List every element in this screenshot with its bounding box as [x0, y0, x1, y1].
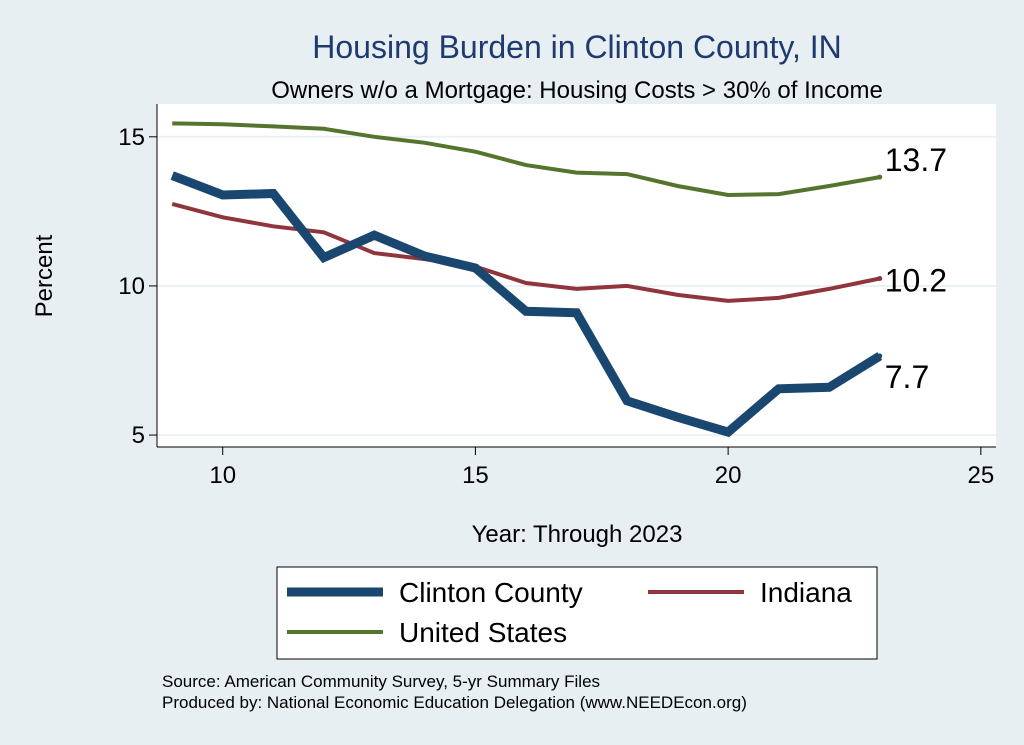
gridlines [157, 135, 996, 437]
legend: Clinton County Indiana United States [287, 577, 852, 648]
x-tick-label: 15 [462, 462, 489, 489]
end-label-clinton-county: 7.7 [885, 359, 929, 395]
chart-subtitle: Owners w/o a Mortgage: Housing Costs > 3… [271, 77, 883, 104]
plot-area [157, 104, 996, 447]
y-ticks: 5 10 15 [118, 124, 157, 449]
series-line-united-states [172, 121, 881, 198]
end-labels: 7.7 10.2 13.7 [877, 142, 947, 395]
x-tick-label: 20 [715, 462, 742, 489]
end-label-indiana: 10.2 [885, 262, 947, 298]
x-axis-label: Year: Through 2023 [472, 521, 683, 548]
end-point-clinton-county [877, 353, 883, 359]
y-tick-label: 15 [118, 124, 145, 151]
source-note: Source: American Community Survey, 5-yr … [162, 672, 600, 691]
x-tick-label: 10 [209, 462, 236, 489]
end-label-united-states: 13.7 [885, 142, 947, 178]
series-line-clinton-county [170, 171, 883, 438]
series-group [170, 121, 883, 438]
end-point-indiana [877, 275, 883, 281]
legend-label-indiana: Indiana [760, 577, 852, 608]
y-axis-label: Percent [31, 234, 58, 317]
y-tick-label: 5 [132, 422, 145, 449]
x-tick-label: 25 [967, 462, 994, 489]
legend-box [276, 566, 878, 660]
series-line-indiana [171, 201, 881, 303]
y-tick-label: 10 [118, 273, 145, 300]
end-point-united-states [877, 174, 883, 180]
legend-label-clinton-county: Clinton County [399, 577, 583, 608]
legend-label-united-states: United States [399, 617, 567, 648]
chart-title: Housing Burden in Clinton County, IN [312, 29, 841, 65]
producer-note: Produced by: National Economic Education… [162, 693, 747, 712]
x-ticks: 10 15 20 25 [209, 447, 994, 489]
